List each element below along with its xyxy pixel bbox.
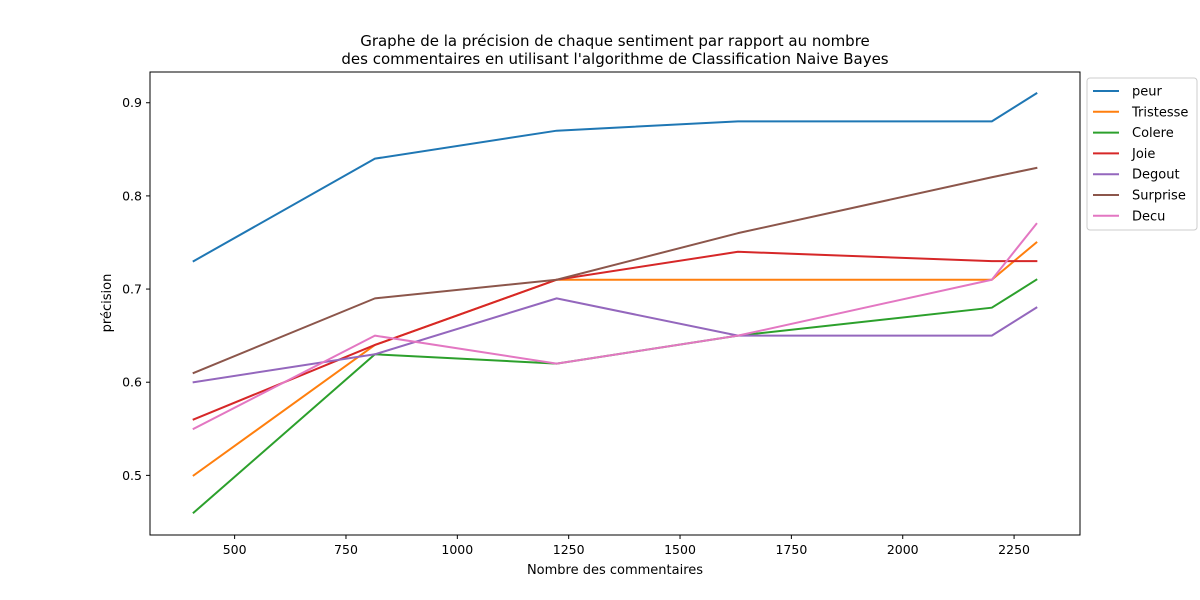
series-line-0 — [192, 92, 1038, 263]
y-tick-label-2: 0.7 — [122, 282, 142, 297]
y-tick-label-0: 0.5 — [122, 468, 142, 483]
series-line-3 — [192, 250, 1038, 421]
x-tick-label-6: 2000 — [887, 542, 919, 557]
legend-box — [1086, 77, 1198, 231]
y-tick-label-4: 0.9 — [122, 95, 142, 110]
chart-title-line-2: des commentaires en utilisant l'algorith… — [341, 50, 888, 68]
legend: peur Tristesse Colere Joie Degout Surprise Dec… — [1086, 77, 1198, 231]
series-line-1 — [192, 241, 1038, 477]
x-axis-label: Nombre des commentaires — [527, 563, 703, 578]
x-tick-label-2: 1000 — [441, 542, 473, 557]
x-tick-label-4: 1500 — [664, 542, 696, 557]
x-tick-label-5: 1750 — [775, 542, 807, 557]
y-axis-label: précision — [100, 274, 115, 333]
series-line-5 — [192, 166, 1038, 375]
x-tick-label-0: 500 — [223, 542, 247, 557]
legend-label-6: Decu — [1132, 209, 1165, 224]
y-axis-ticks: 0.5 0.6 0.7 0.8 0.9 — [122, 95, 150, 483]
y-tick-label-3: 0.8 — [122, 188, 142, 203]
legend-label-4: Degout — [1132, 168, 1180, 183]
chart-title-line-1: Graphe de la précision de chaque sentime… — [360, 32, 870, 50]
y-tick-label-1: 0.6 — [122, 375, 142, 390]
x-tick-label-3: 1250 — [553, 542, 585, 557]
legend-label-3: Joie — [1131, 147, 1155, 162]
series-line-6 — [192, 222, 1038, 431]
x-tick-label-7: 2250 — [998, 542, 1030, 557]
legend-label-1: Tristesse — [1131, 105, 1188, 120]
legend-label-2: Colere — [1132, 126, 1174, 141]
x-axis-ticks: 500 750 1000 1250 1500 1750 2000 2250 — [223, 535, 1030, 557]
plot-area-frame — [149, 71, 1081, 536]
series-lines — [192, 92, 1038, 515]
series-line-2 — [192, 278, 1038, 515]
legend-label-5: Surprise — [1132, 189, 1186, 204]
x-tick-label-1: 750 — [334, 542, 358, 557]
series-line-4 — [192, 297, 1038, 384]
chart-title: Graphe de la précision de chaque sentime… — [341, 32, 888, 68]
legend-label-0: peur — [1132, 85, 1162, 100]
